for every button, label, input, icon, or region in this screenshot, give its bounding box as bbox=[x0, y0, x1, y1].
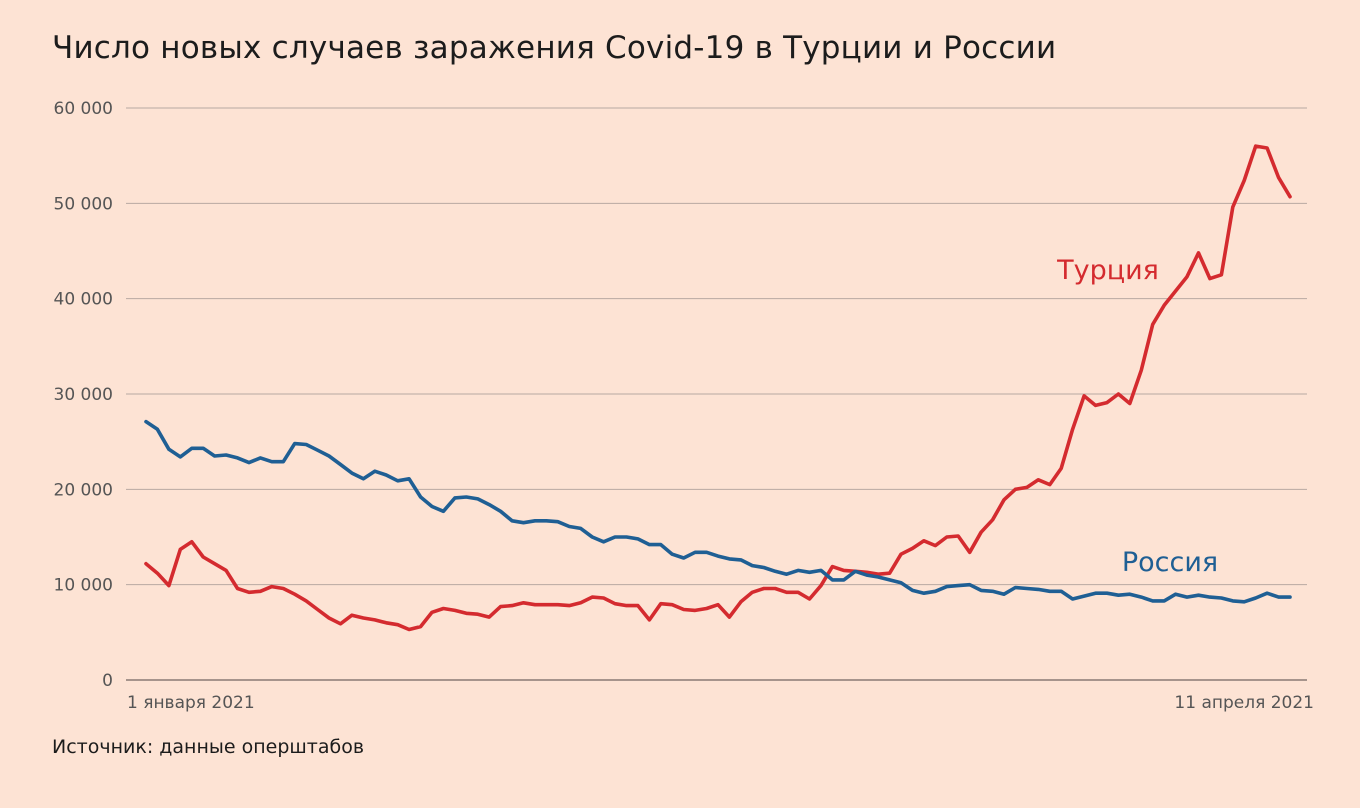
y-tick-label: 20 000 bbox=[54, 480, 113, 500]
y-tick-label: 0 bbox=[102, 671, 113, 691]
x-tick-label: 11 апреля 2021 bbox=[1174, 693, 1314, 713]
x-tick-label: 1 января 2021 bbox=[127, 693, 255, 713]
series-label-1: Россия bbox=[1122, 547, 1218, 578]
series-line-0 bbox=[144, 144, 1292, 632]
y-tick-label: 30 000 bbox=[54, 385, 113, 405]
series-line-1 bbox=[144, 419, 1292, 604]
x-axis-tick-labels: 1 января 2021 11 апреля 2021 bbox=[127, 693, 1314, 713]
y-tick-label: 40 000 bbox=[54, 290, 113, 310]
gridlines bbox=[126, 107, 1307, 681]
y-axis-tick-labels: 0 10 000 20 000 30 000 40 000 50 000 60 000 bbox=[54, 99, 113, 691]
y-tick-label: 60 000 bbox=[54, 99, 113, 119]
source-note: Источник: данные оперштабов bbox=[52, 736, 365, 758]
series-label-0: Турция bbox=[1056, 255, 1159, 286]
series-labels: Турция Россия bbox=[1056, 255, 1218, 578]
chart-title: Число новых случаев заражения Covid-19 в… bbox=[52, 30, 1057, 66]
y-tick-label: 50 000 bbox=[54, 194, 113, 214]
y-tick-label: 10 000 bbox=[54, 576, 113, 596]
series-lines bbox=[144, 144, 1292, 632]
